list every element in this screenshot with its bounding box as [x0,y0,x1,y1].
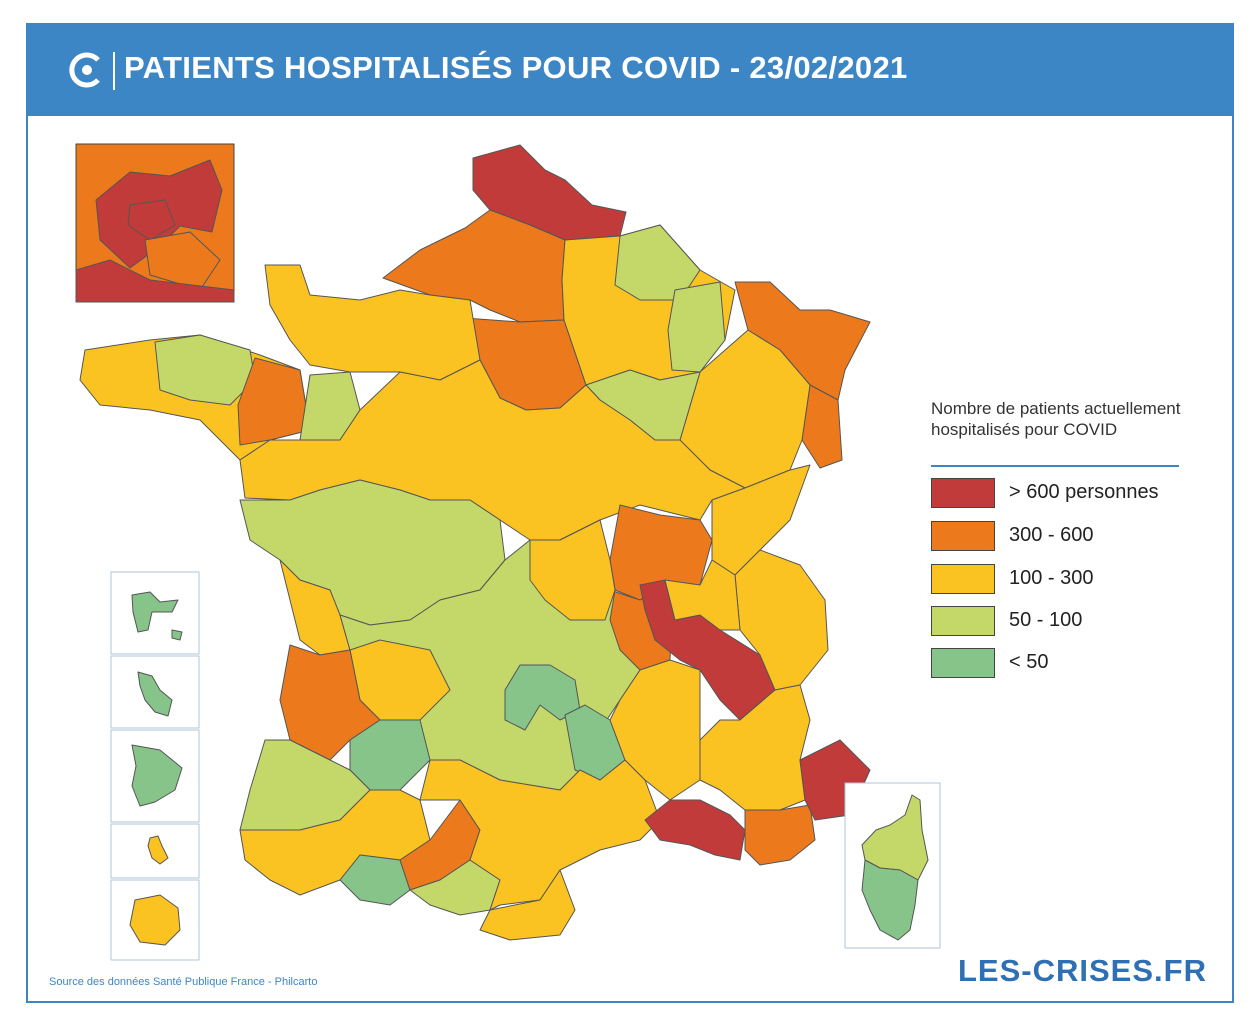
source-note: Source des données Santé Publique France… [49,976,318,988]
legend-label: > 600 personnes [1009,481,1159,503]
brand-logo-text[interactable]: LES-CRISES.FR [958,953,1207,988]
legend-divider [931,465,1179,467]
les-crises-c-logo-icon [69,52,100,88]
legend-label: 50 - 100 [1009,609,1083,631]
france-mainland-regions [79,144,871,941]
legend-swatch [931,564,995,594]
paris-inset [75,143,235,303]
legend-label: 300 - 600 [1009,524,1094,546]
page-title: PATIENTS HOSPITALISÉS POUR COVID - 23/02… [124,50,908,85]
header-separator [113,52,115,90]
legend-swatch [931,478,995,508]
header-bar [26,23,1234,116]
legend-swatch [931,606,995,636]
legend-title: Nombre de patients actuellement hospital… [931,399,1181,439]
legend-swatch [931,521,995,551]
corse-inset [844,782,941,949]
legend-label: < 50 [1009,651,1049,673]
legend-swatch [931,648,995,678]
legend-label: 100 - 300 [1009,567,1094,589]
overseas-insets [110,571,200,961]
